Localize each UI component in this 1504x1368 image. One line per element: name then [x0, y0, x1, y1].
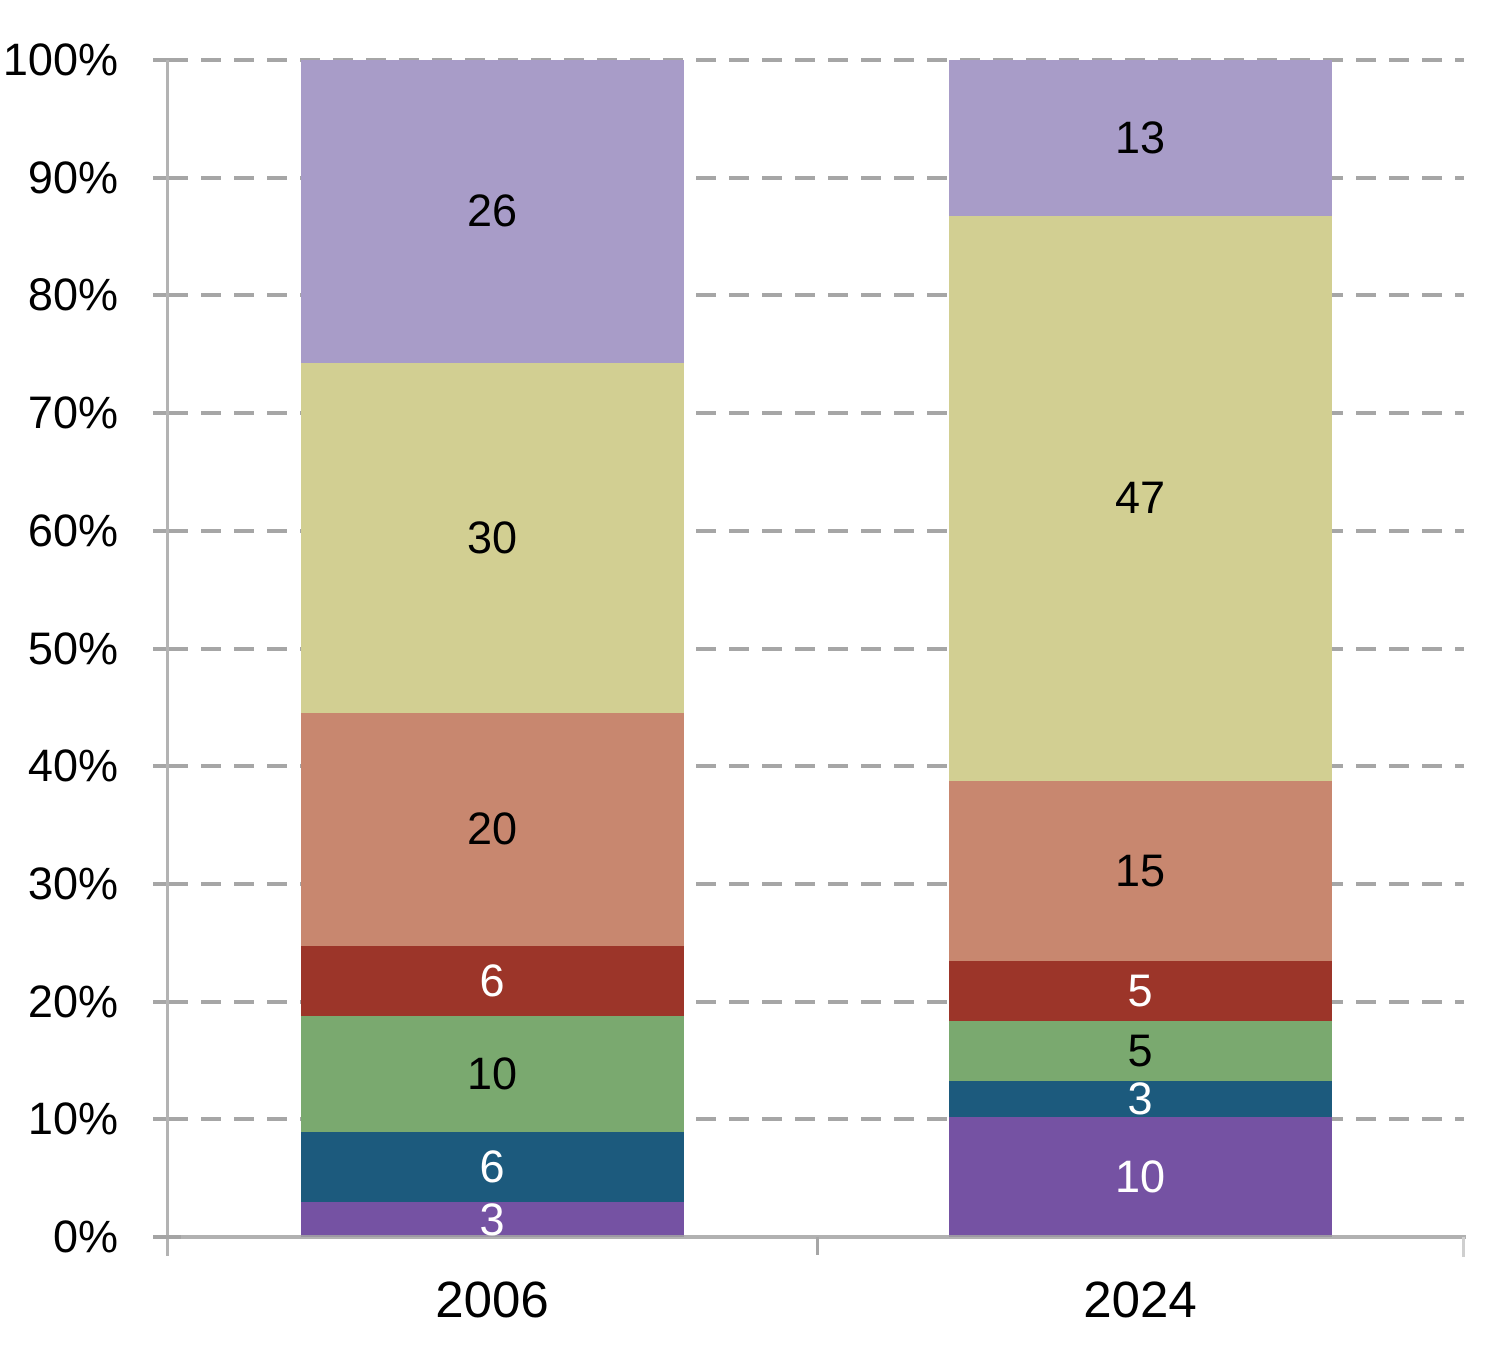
y-tick-label: 10%	[27, 1093, 118, 1145]
y-tick-label: 80%	[27, 269, 118, 321]
gridline	[168, 646, 1464, 651]
segment-value-label: 13	[1114, 112, 1166, 164]
gridline	[168, 528, 1464, 533]
bar-segment	[300, 945, 684, 1016]
x-axis-right-tick	[1462, 1237, 1465, 1257]
gridline	[168, 175, 1464, 180]
y-tick-label: 100%	[2, 34, 118, 85]
bar-segment	[300, 362, 684, 713]
bar-segment	[948, 60, 1332, 217]
y-tick-label: 30%	[27, 857, 118, 909]
y-tick-label: 20%	[27, 975, 118, 1027]
y-tick-label: 40%	[27, 740, 118, 792]
bar-segment	[948, 1080, 1332, 1117]
y-tick-label: 50%	[27, 622, 118, 674]
bar-segment	[948, 1116, 1332, 1237]
bar-segment	[948, 960, 1332, 1021]
y-tick-label: 60%	[27, 504, 118, 556]
segment-value-label: 47	[1114, 472, 1166, 524]
segment-value-label: 6	[479, 954, 505, 1006]
gridline	[168, 999, 1464, 1004]
segment-value-label: 10	[1114, 1150, 1166, 1202]
segment-value-label: 15	[1114, 844, 1166, 896]
segment-value-label: 30	[466, 511, 518, 563]
segment-value-label: 6	[479, 1141, 505, 1193]
y-tick-label: 0%	[52, 1211, 118, 1262]
bar-segment	[948, 1020, 1332, 1081]
x-category-label: 2006	[435, 1271, 549, 1328]
y-tick-label: 70%	[27, 387, 118, 439]
segment-value-label: 10	[466, 1047, 518, 1099]
gridline	[168, 293, 1464, 298]
gridline	[168, 411, 1464, 416]
gridline	[168, 881, 1464, 886]
bar-segment	[300, 1015, 684, 1133]
segment-value-label: 3	[479, 1193, 505, 1245]
y-tick-label: 90%	[27, 151, 118, 203]
bar-segment	[948, 780, 1332, 961]
x-axis-line	[153, 1235, 1466, 1239]
x-category-label: 2024	[1083, 1271, 1197, 1328]
bar-segment	[300, 1132, 684, 1203]
segment-value-label: 26	[466, 185, 518, 237]
x-axis-mid-tick	[816, 1237, 819, 1255]
gridline	[168, 1117, 1464, 1122]
gridline	[168, 764, 1464, 769]
bar-segment	[300, 712, 684, 946]
bar-segment	[300, 60, 684, 363]
bar-segment	[948, 216, 1332, 781]
segment-value-label: 3	[1127, 1072, 1153, 1124]
segment-value-label: 20	[466, 803, 518, 855]
segment-value-label: 5	[1127, 1024, 1153, 1076]
segment-value-label: 5	[1127, 964, 1153, 1016]
y-axis-line	[166, 60, 169, 1256]
gridline	[168, 58, 1464, 62]
bar-segment	[300, 1202, 684, 1237]
